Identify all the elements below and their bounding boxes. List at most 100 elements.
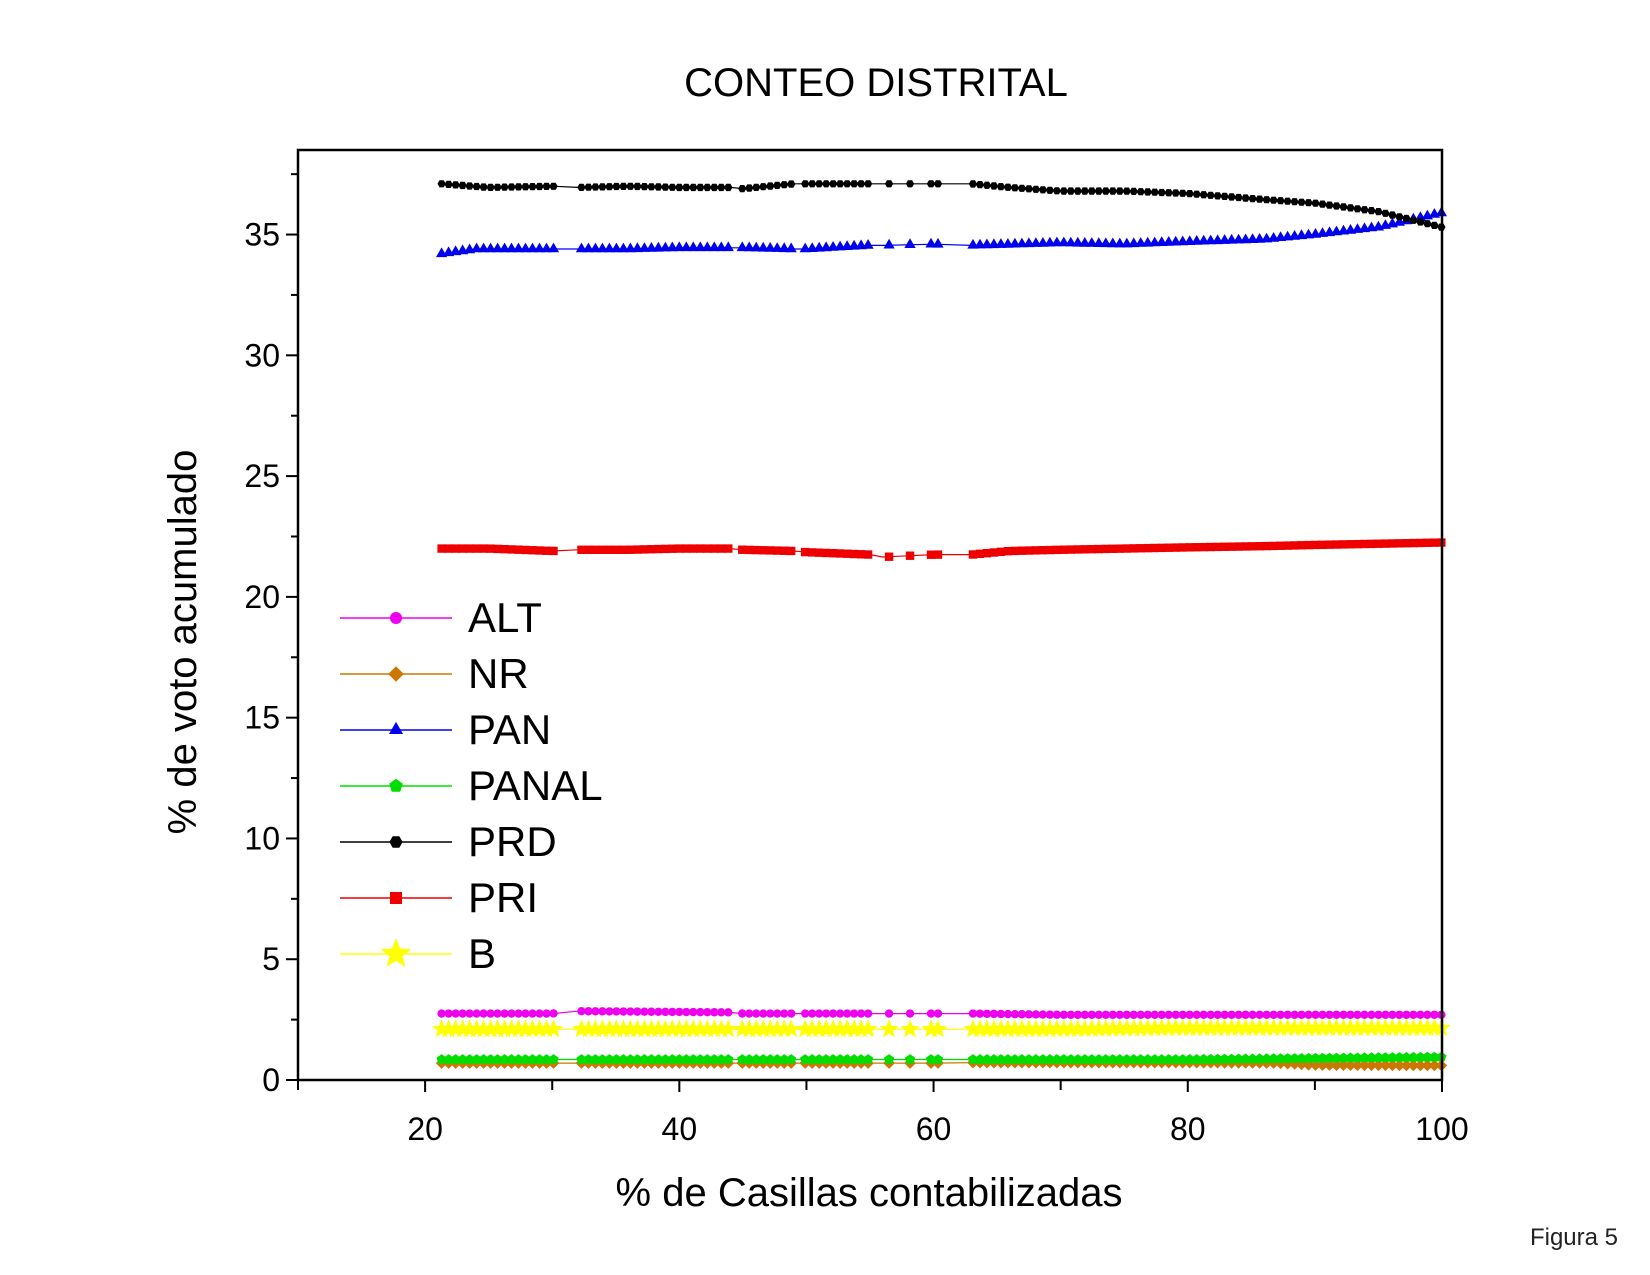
point-pri [835, 549, 845, 558]
series-prd [437, 180, 1446, 231]
point-panal [457, 1054, 468, 1064]
point-panal [1079, 1054, 1090, 1064]
point-prd [1241, 194, 1250, 202]
legend-marker-pan [389, 721, 403, 734]
point-alt [717, 1008, 726, 1017]
point-panal [443, 1054, 454, 1064]
point-panal [1205, 1053, 1216, 1064]
point-panal [632, 1054, 643, 1064]
point-panal [520, 1054, 531, 1064]
point-panal [1044, 1054, 1055, 1064]
point-pri [1045, 545, 1055, 555]
point-b [1229, 1018, 1249, 1037]
point-panal [904, 1054, 916, 1064]
point-pan [1072, 236, 1084, 247]
point-prd [689, 183, 698, 192]
point-pri [1031, 546, 1041, 555]
point-alt [1409, 1010, 1418, 1019]
point-prd [1430, 221, 1439, 229]
point-pan [1065, 236, 1077, 247]
point-pri [458, 544, 467, 553]
point-prd [465, 182, 474, 190]
series-line-prd [441, 183, 1443, 228]
point-panal [1408, 1051, 1419, 1062]
point-pri [612, 545, 621, 554]
point-alt [1353, 1010, 1362, 1019]
point-pri [1192, 543, 1201, 552]
point-b [1250, 1018, 1270, 1037]
point-alt [1269, 1010, 1278, 1019]
point-pri [926, 550, 936, 559]
point-alt [1192, 1010, 1201, 1019]
point-prd [458, 181, 467, 190]
point-pri [1094, 544, 1103, 554]
point-b [1019, 1019, 1039, 1038]
point-prd [1325, 201, 1334, 209]
point-nr [1428, 1059, 1441, 1072]
point-b [1117, 1018, 1137, 1037]
point-panal [541, 1054, 552, 1064]
point-prd [780, 181, 789, 189]
point-alt [773, 1009, 782, 1018]
point-pri [591, 545, 600, 554]
point-pri [703, 544, 712, 553]
point-prd [472, 182, 481, 191]
point-pri [1346, 540, 1355, 549]
point-alt [479, 1009, 488, 1018]
point-pri [682, 544, 691, 553]
point-prd [933, 180, 943, 188]
point-panal [925, 1054, 937, 1064]
point-panal [471, 1054, 482, 1064]
point-b [648, 1019, 668, 1038]
point-prd [1017, 184, 1027, 192]
point-pri [849, 549, 859, 559]
point-pan [757, 241, 769, 252]
point-pri [619, 545, 628, 554]
point-panal [478, 1054, 489, 1064]
point-prd [535, 182, 544, 191]
point-alt [486, 1009, 495, 1018]
point-alt [1360, 1010, 1369, 1019]
point-pri [1381, 539, 1390, 548]
series-markers-panal [436, 1051, 1447, 1064]
point-b [509, 1019, 528, 1038]
point-pri [1234, 542, 1243, 551]
point-b [1012, 1019, 1032, 1038]
point-b [1152, 1018, 1172, 1037]
point-prd [1031, 185, 1041, 193]
point-panal [667, 1054, 678, 1064]
point-prd [1024, 185, 1034, 193]
point-prd [1094, 187, 1103, 195]
point-alt [1115, 1010, 1124, 1019]
point-prd [612, 182, 621, 191]
point-alt [696, 1007, 705, 1017]
point-alt [661, 1007, 670, 1017]
point-b [495, 1019, 515, 1038]
point-prd [1115, 187, 1124, 195]
plot-frame [296, 148, 1444, 1082]
point-alt [1045, 1010, 1055, 1019]
point-b [963, 1019, 983, 1038]
point-b [1103, 1018, 1123, 1037]
point-alt [786, 1009, 796, 1018]
point-panal [653, 1054, 664, 1064]
point-alt [703, 1007, 712, 1017]
point-b [1166, 1018, 1186, 1037]
point-alt [968, 1009, 978, 1018]
point-panal [1142, 1054, 1153, 1064]
point-pri [528, 546, 537, 555]
point-pri [905, 551, 915, 560]
point-prd [1122, 187, 1131, 195]
point-panal [863, 1054, 874, 1064]
point-pri [717, 544, 726, 553]
point-alt [1087, 1010, 1097, 1019]
point-pri [975, 549, 985, 559]
point-prd [1185, 190, 1194, 198]
point-b [1222, 1018, 1242, 1037]
point-b [432, 1019, 452, 1038]
point-alt [780, 1009, 789, 1018]
point-prd [1276, 197, 1285, 205]
point-prd [654, 183, 663, 191]
point-prd [1059, 187, 1068, 195]
point-alt [1388, 1010, 1397, 1019]
